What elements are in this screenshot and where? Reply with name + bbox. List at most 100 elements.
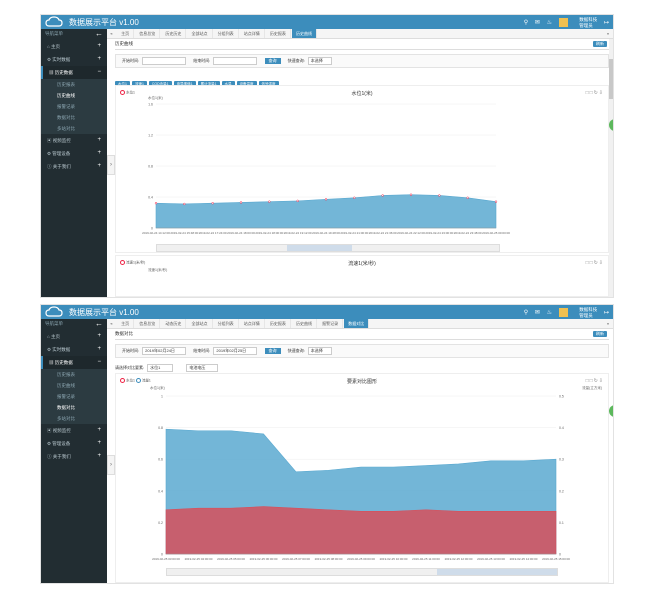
plus-icon: +	[97, 137, 101, 143]
tab-home[interactable]: 主页	[117, 29, 135, 38]
sidebar-item-about[interactable]: ⓘ 关于我们 +	[41, 450, 107, 463]
avatar[interactable]	[558, 307, 568, 317]
sidebar-item-devices[interactable]: ⚙ 管理设备 +	[41, 437, 107, 450]
sidebar-item-devices[interactable]: ⚙ 管理设备 +	[41, 147, 107, 160]
logout-icon[interactable]: ↦	[603, 19, 609, 26]
chart-toolbox[interactable]: □□↻⇩	[585, 260, 604, 266]
param-button[interactable]: 信号强度	[258, 81, 279, 87]
query-button[interactable]: 查询	[264, 57, 281, 64]
sidebar-sub-alarm-record[interactable]: 报警记录	[41, 101, 107, 112]
sidebar-sub-history-curve[interactable]: 历史曲线	[41, 90, 107, 101]
query-button[interactable]: 查询	[264, 347, 281, 354]
chart-toolbox[interactable]: □□↻⇩	[585, 378, 604, 384]
sidebar-toggle-handle[interactable]: ›	[107, 455, 115, 475]
tab-all-sites[interactable]: 全部站点	[188, 319, 213, 328]
tab-history-curve[interactable]: 历史曲线	[292, 319, 317, 328]
sidebar-sub-history-report[interactable]: 历史报表	[41, 369, 107, 380]
end-time-label: 结束时间:	[193, 348, 211, 353]
data-point	[438, 194, 441, 197]
sidebar-sub-multi-compare[interactable]: 多站对比	[41, 123, 107, 134]
x-tick-label: 2019-02-24 19:12:00	[284, 231, 312, 235]
sidebar-item-home[interactable]: ⌂ 主页 +	[41, 40, 107, 53]
water-level-chart-panel: 水位1 水位1(米) □□↻⇩ 水位1(米) 0 0.4 0.8 1.2 1.6 2019…	[115, 85, 609, 253]
sidebar-item-realtime[interactable]: ⚙ 实时数据 +	[41, 343, 107, 356]
sidebar-sub-data-compare[interactable]: 数据对比	[41, 402, 107, 413]
tab-scroll-left-icon[interactable]: «	[110, 321, 113, 326]
tab-history-history[interactable]: 历史历史	[161, 29, 187, 38]
chart-toolbox[interactable]: □□↻⇩	[585, 90, 604, 96]
refresh-button[interactable]: 刷新	[593, 41, 607, 47]
legend-label[interactable]: 水位1	[126, 378, 135, 383]
param-button[interactable]: 流速1	[131, 81, 147, 87]
param-button[interactable]: 水温	[221, 81, 235, 87]
collapse-arrow-icon[interactable]: ←	[95, 29, 103, 38]
quick-query-select[interactable]: 本选择	[307, 56, 332, 65]
tab-home[interactable]: 主页	[117, 319, 135, 328]
message-icon[interactable]: ✉	[534, 19, 540, 26]
search-icon[interactable]: ⚲	[523, 309, 529, 316]
side-float-button[interactable]	[609, 405, 613, 417]
tab-site-detail[interactable]: 站点详情	[240, 319, 265, 328]
quick-query-select[interactable]: 本选择	[307, 346, 332, 355]
x-tick-label: 2019-02-25 10:00:00	[380, 557, 408, 561]
end-time-input[interactable]	[213, 56, 258, 65]
zoom-slider[interactable]	[166, 568, 558, 576]
sidebar-item-video[interactable]: ▣ 视频监控 +	[41, 424, 107, 437]
chart-title: 水位1(米)	[351, 91, 373, 97]
tab-all-sites[interactable]: 全部站点	[188, 29, 213, 38]
zoom-slider-thumb[interactable]	[437, 569, 557, 575]
tab-scroll-right-icon[interactable]: »	[603, 319, 613, 328]
sidebar-sub-multi-compare[interactable]: 多站对比	[41, 413, 107, 424]
legend-label[interactable]: 流速1(米/秒)	[126, 260, 146, 265]
tab-dynamic-history[interactable]: 动态历史	[161, 319, 187, 328]
page-scrollbar[interactable]	[609, 39, 613, 297]
scrollbar-thumb[interactable]	[609, 59, 613, 99]
message-icon[interactable]: ✉	[534, 309, 540, 316]
param-button[interactable]: COD含量1	[148, 81, 172, 87]
tab-history-curve[interactable]: 历史曲线	[292, 29, 317, 38]
param-button[interactable]: 设备温度	[236, 81, 257, 87]
avatar[interactable]	[558, 17, 568, 27]
tab-site-detail[interactable]: 站点详情	[240, 29, 265, 38]
sidebar-item-history[interactable]: ▦ 历史数据 −	[41, 66, 107, 79]
tab-info-overview[interactable]: 信息总览	[135, 319, 161, 328]
logout-icon[interactable]: ↦	[603, 309, 609, 316]
sidebar-sub-history-curve[interactable]: 历史曲线	[41, 380, 107, 391]
tab-scroll-right-icon[interactable]: »	[603, 29, 613, 38]
bell-icon[interactable]: ♨	[546, 309, 552, 316]
refresh-button[interactable]: 刷新	[593, 331, 607, 337]
param-button[interactable]: 电导率值1	[173, 81, 196, 87]
compare-select-1[interactable]: 水位1	[147, 363, 174, 372]
start-time-input[interactable]	[142, 56, 187, 65]
sidebar-item-history[interactable]: ▦ 历史数据 −	[41, 356, 107, 369]
tab-alarm-record[interactable]: 报警记录	[318, 319, 344, 328]
sidebar-item-home[interactable]: ⌂ 主页 +	[41, 330, 107, 343]
sidebar-item-video[interactable]: ▣ 视频监控 +	[41, 134, 107, 147]
side-float-button[interactable]	[609, 119, 613, 131]
compare-select-2[interactable]: 电池电压	[186, 363, 219, 372]
start-time-input[interactable]: 2019年02月24日	[142, 346, 187, 355]
zoom-slider-thumb[interactable]	[287, 245, 352, 251]
end-time-input[interactable]: 2019年02月25日	[213, 346, 258, 355]
tab-data-compare[interactable]: 数据对比	[344, 319, 370, 328]
legend-label[interactable]: 流量1	[141, 378, 151, 383]
sidebar-sub-alarm-record[interactable]: 报警记录	[41, 391, 107, 402]
sidebar-item-about[interactable]: ⓘ 关于我们 +	[41, 160, 107, 173]
tab-group-list[interactable]: 分组列表	[214, 29, 239, 38]
tab-group-list[interactable]: 分组列表	[214, 319, 239, 328]
sidebar-toggle-handle[interactable]: ›	[107, 155, 115, 175]
zoom-slider[interactable]	[156, 244, 500, 252]
sidebar-item-realtime[interactable]: ⚙ 实时数据 +	[41, 53, 107, 66]
search-icon[interactable]: ⚲	[523, 19, 529, 26]
tab-history-report[interactable]: 历史报表	[266, 319, 291, 328]
param-button[interactable]: 水位1	[115, 81, 130, 87]
tab-info-overview[interactable]: 信息总览	[135, 29, 161, 38]
collapse-arrow-icon[interactable]: ←	[95, 319, 103, 328]
legend-label[interactable]: 水位1	[126, 90, 135, 95]
sidebar-sub-history-report[interactable]: 历史报表	[41, 79, 107, 90]
param-button[interactable]: 累计流量1	[197, 81, 220, 87]
tab-history-report[interactable]: 历史报表	[266, 29, 291, 38]
sidebar-sub-data-compare[interactable]: 数据对比	[41, 112, 107, 123]
tab-scroll-left-icon[interactable]: «	[110, 31, 113, 36]
bell-icon[interactable]: ♨	[546, 19, 552, 26]
